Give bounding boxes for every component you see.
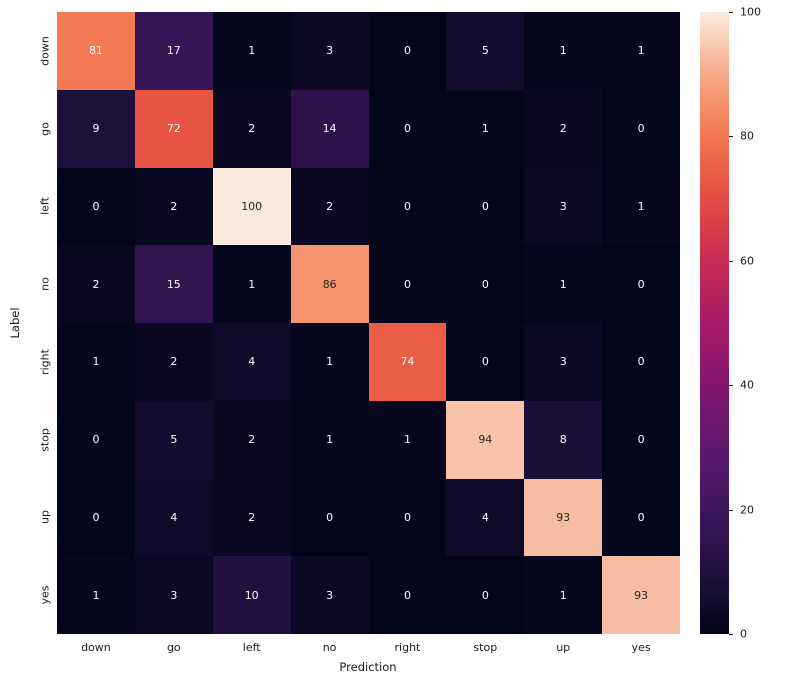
heatmap-cell: 15 xyxy=(134,245,213,323)
heatmap-cell: 1 xyxy=(524,12,603,90)
heatmap-cell: 5 xyxy=(446,12,525,90)
heatmap-cell: 1 xyxy=(212,245,291,323)
heatmap-cell: 3 xyxy=(134,556,213,634)
heatmap-cell: 4 xyxy=(212,323,291,401)
x-tick-label: yes xyxy=(631,641,651,654)
colorbar-tick-mark xyxy=(729,260,733,262)
y-tick-label: up xyxy=(38,510,52,525)
heatmap-cell: 1 xyxy=(446,89,525,168)
heatmap-cell: 2 xyxy=(134,323,213,401)
heatmap-cell: 3 xyxy=(290,556,369,634)
heatmap-cell: 0 xyxy=(446,556,525,634)
heatmap-cell: 3 xyxy=(524,323,603,401)
heatmap-cell: 0 xyxy=(57,478,135,557)
heatmap-cell: 2 xyxy=(212,478,291,557)
heatmap-cell: 1 xyxy=(524,245,603,323)
y-tick-label: yes xyxy=(38,585,52,605)
x-tick-label: left xyxy=(242,641,261,654)
heatmap-cell: 1 xyxy=(57,556,135,634)
y-tick-label: left xyxy=(38,197,52,216)
heatmap-cell: 4 xyxy=(134,478,213,557)
heatmap-cell: 93 xyxy=(524,478,603,557)
y-tick-label: go xyxy=(38,121,52,136)
heatmap-cell: 1 xyxy=(290,400,369,479)
heatmap-cell: 1 xyxy=(368,400,447,479)
colorbar-tick-mark xyxy=(729,12,733,13)
heatmap-cell: 1 xyxy=(602,12,680,90)
heatmap-cell: 0 xyxy=(446,245,525,323)
heatmap-cell: 86 xyxy=(290,245,369,323)
heatmap-cell: 0 xyxy=(57,167,135,246)
y-tick-label: no xyxy=(38,277,52,291)
heatmap: 81 17 1 3 0 5 1 1 9 72 2 14 0 1 2 0 0 2 100 2 0 0 3 1 2 15 1 86 0 0 1 0… xyxy=(57,12,680,634)
y-axis-label: Label xyxy=(8,307,22,339)
heatmap-cell: 0 xyxy=(602,323,680,401)
heatmap-cell: 1 xyxy=(602,167,680,246)
heatmap-cell: 1 xyxy=(212,12,291,90)
heatmap-cell: 0 xyxy=(368,556,447,634)
heatmap-cell: 2 xyxy=(134,167,213,246)
colorbar-tick-mark xyxy=(729,509,733,511)
colorbar-tick-label: 20 xyxy=(740,503,754,517)
heatmap-cell: 17 xyxy=(134,12,213,90)
heatmap-cell: 0 xyxy=(446,167,525,246)
heatmap-cell: 93 xyxy=(602,556,680,634)
heatmap-cell: 81 xyxy=(57,12,135,90)
heatmap-cell: 0 xyxy=(368,478,447,557)
heatmap-cell: 2 xyxy=(57,245,135,323)
colorbar-tick-label: 40 xyxy=(740,378,754,392)
heatmap-cell: 10 xyxy=(212,556,291,634)
colorbar-tick-mark xyxy=(729,136,733,138)
colorbar-tick-mark xyxy=(729,634,733,635)
heatmap-cell: 2 xyxy=(524,89,603,168)
x-axis-label: Prediction xyxy=(339,660,397,674)
colorbar-tick-mark xyxy=(729,385,733,387)
heatmap-cell: 8 xyxy=(524,400,603,479)
heatmap-cell: 0 xyxy=(57,400,135,479)
heatmap-cell: 0 xyxy=(602,478,680,557)
colorbar-tick-label: 80 xyxy=(740,129,754,143)
heatmap-cell: 0 xyxy=(602,245,680,323)
heatmap-cell: 0 xyxy=(368,89,447,168)
x-tick-label: right xyxy=(394,641,421,654)
y-tick-label: down xyxy=(38,36,52,66)
y-tick-label: stop xyxy=(38,427,52,452)
colorbar-tick-label: 100 xyxy=(740,5,761,19)
heatmap-cell: 1 xyxy=(57,323,135,401)
heatmap-cell: 4 xyxy=(446,478,525,557)
colorbar-tick-label: 60 xyxy=(740,254,754,268)
heatmap-cell: 0 xyxy=(446,323,525,401)
heatmap-cell: 1 xyxy=(524,556,603,634)
colorbar xyxy=(700,12,729,634)
x-tick-label: stop xyxy=(473,641,498,654)
heatmap-cell: 3 xyxy=(290,12,369,90)
x-tick-label: up xyxy=(556,641,571,654)
x-tick-label: no xyxy=(322,641,337,654)
heatmap-cell: 2 xyxy=(212,400,291,479)
y-tick-label: right xyxy=(38,348,52,375)
heatmap-cell: 5 xyxy=(134,400,213,479)
heatmap-cell: 2 xyxy=(212,89,291,168)
heatmap-cell: 2 xyxy=(290,167,369,246)
heatmap-cell: 94 xyxy=(446,400,525,479)
colorbar-tick-label: 0 xyxy=(740,627,747,641)
heatmap-cell: 0 xyxy=(602,89,680,168)
heatmap-cell: 0 xyxy=(368,245,447,323)
heatmap-cell: 0 xyxy=(368,167,447,246)
heatmap-cell: 0 xyxy=(602,400,680,479)
heatmap-cell: 74 xyxy=(368,323,447,401)
x-tick-label: go xyxy=(166,641,181,654)
heatmap-cell: 9 xyxy=(57,89,135,168)
heatmap-cell: 0 xyxy=(290,478,369,557)
heatmap-cell: 14 xyxy=(290,89,369,168)
x-tick-label: down xyxy=(81,641,111,654)
heatmap-cell: 100 xyxy=(212,167,291,246)
heatmap-cell: 72 xyxy=(134,89,213,168)
heatmap-cell: 1 xyxy=(290,323,369,401)
heatmap-cell: 0 xyxy=(368,12,447,90)
heatmap-cell: 3 xyxy=(524,167,603,246)
